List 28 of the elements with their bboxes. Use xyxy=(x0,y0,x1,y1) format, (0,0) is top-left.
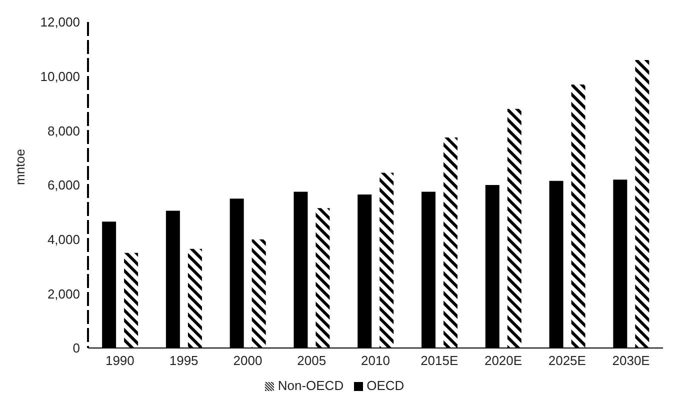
y-tick-label: 6,000 xyxy=(47,178,80,193)
x-tick-label: 2030E xyxy=(612,353,650,368)
x-tick-label: 2025E xyxy=(548,353,586,368)
bar xyxy=(188,248,202,348)
bar xyxy=(252,239,266,348)
bar xyxy=(380,172,394,348)
y-tick-label: 8,000 xyxy=(47,123,80,138)
y-tick-label: 10,000 xyxy=(40,68,80,84)
x-tick-label: 1990 xyxy=(105,353,134,368)
bar xyxy=(635,60,650,348)
legend-label: Non-OECD xyxy=(278,378,344,393)
x-tick-label: 1995 xyxy=(169,353,198,368)
bar xyxy=(507,108,522,348)
y-tick-label: 2,000 xyxy=(47,286,80,302)
x-tick-label: 2020E xyxy=(484,353,522,368)
y-tick-label: 0 xyxy=(72,340,80,356)
x-tick-label: 2000 xyxy=(233,353,262,368)
bar xyxy=(571,84,586,348)
y-tick-label: 12,000 xyxy=(40,14,80,30)
x-tick-label: 2015E xyxy=(420,353,459,368)
bar xyxy=(444,137,458,348)
bar xyxy=(316,208,330,348)
legend-label: OECD xyxy=(366,378,404,393)
bar xyxy=(124,252,138,348)
y-axis-title: mntoe xyxy=(12,148,28,185)
x-tick-label: 2005 xyxy=(297,353,326,368)
x-tick-label: 2010 xyxy=(361,353,390,368)
y-tick-label: 4,000 xyxy=(47,232,80,247)
